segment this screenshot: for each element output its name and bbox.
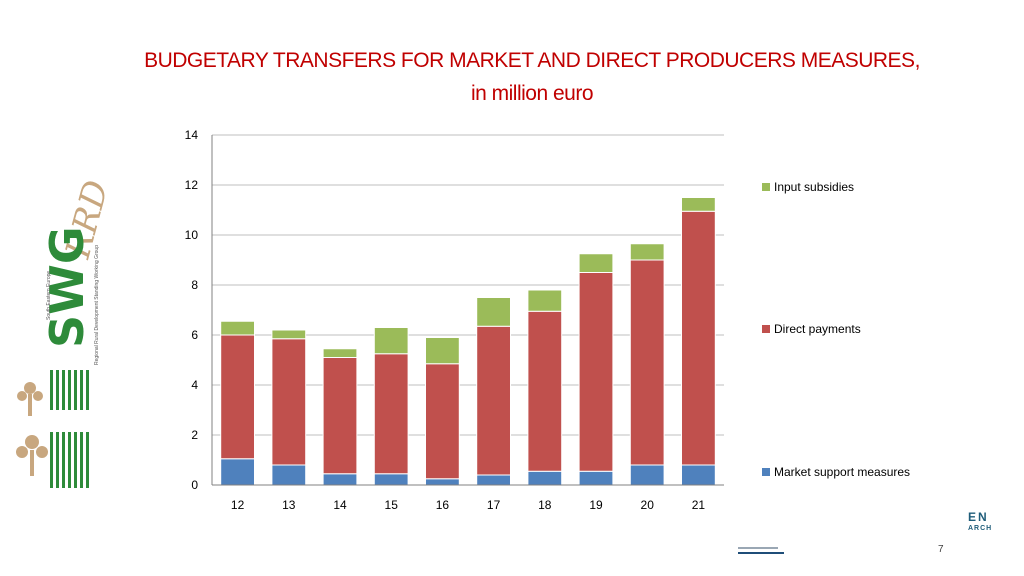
bar-segment-input-subsidies xyxy=(681,197,716,212)
bar-segment-market-support-measures xyxy=(220,458,255,486)
slide-title: BUDGETARY TRANSFERS FOR MARKET AND DIREC… xyxy=(0,44,1024,110)
corner-logo-line2: ARCH xyxy=(968,525,993,532)
x-tick-label: 18 xyxy=(538,498,552,512)
slide-title-line1: BUDGETARY TRANSFERS FOR MARKET AND DIREC… xyxy=(144,49,920,72)
bar-segment-market-support-measures xyxy=(578,470,614,486)
footer-mark xyxy=(738,546,784,554)
x-tick-label: 12 xyxy=(231,498,245,512)
y-tick-label: 4 xyxy=(191,378,198,392)
bar-segment-input-subsidies xyxy=(629,243,665,261)
bar-segment-direct-payments xyxy=(527,310,563,472)
legend-label: Market support measures xyxy=(774,465,910,479)
bar-segment-direct-payments xyxy=(476,325,511,476)
bar-segment-input-subsidies xyxy=(527,289,563,312)
chart-bars xyxy=(220,197,716,486)
swg-rrd-logo: RRD SWG South Eastern Europe Regional Ru… xyxy=(16,176,108,488)
bar-segment-input-subsidies xyxy=(220,320,255,336)
y-tick-label: 2 xyxy=(191,428,198,442)
bar-segment-market-support-measures xyxy=(476,474,511,486)
x-tick-label: 19 xyxy=(589,498,603,512)
y-tick-label: 10 xyxy=(185,228,199,242)
bar-segment-market-support-measures xyxy=(322,473,358,486)
page-number: 7 xyxy=(938,544,944,555)
bar-segment-input-subsidies xyxy=(578,253,614,273)
legend-swatch xyxy=(762,325,770,333)
x-tick-label: 14 xyxy=(333,498,347,512)
corner-logo: EN ARCH xyxy=(968,511,992,533)
logo-caption-2: Regional Rural Development Standing Work… xyxy=(94,245,100,365)
bar-segment-input-subsidies xyxy=(271,329,307,340)
y-axis-tick-labels: 0 2 4 6 8 10 12 14 xyxy=(185,128,199,492)
bar-segment-direct-payments xyxy=(271,338,307,466)
x-tick-label: 17 xyxy=(487,498,501,512)
bar-segment-market-support-measures xyxy=(271,464,307,486)
bar-segment-direct-payments xyxy=(681,210,716,466)
bar-segment-market-support-measures xyxy=(373,473,409,486)
x-tick-label: 16 xyxy=(436,498,450,512)
x-tick-label: 20 xyxy=(641,498,655,512)
legend-swatch xyxy=(762,468,770,476)
y-tick-label: 0 xyxy=(191,478,198,492)
x-tick-label: 15 xyxy=(385,498,399,512)
y-tick-label: 12 xyxy=(185,178,199,192)
x-tick-label: 13 xyxy=(282,498,296,512)
bar-segment-input-subsidies xyxy=(322,348,358,358)
bar-segment-input-subsidies xyxy=(425,337,460,365)
bar-segment-market-support-measures xyxy=(681,464,716,486)
legend-swatch xyxy=(762,183,770,191)
bar-segment-input-subsidies xyxy=(476,297,511,327)
bar-segment-direct-payments xyxy=(425,363,460,480)
bar-segment-market-support-measures xyxy=(527,470,563,486)
bar-segment-direct-payments xyxy=(578,272,614,472)
bar-segment-input-subsidies xyxy=(373,327,409,355)
chart-legend: Input subsidies Direct payments Market sup… xyxy=(762,180,910,479)
legend-label: Direct payments xyxy=(774,322,861,336)
x-tick-label: 21 xyxy=(692,498,706,512)
chart-axes xyxy=(211,135,724,486)
y-tick-label: 8 xyxy=(191,278,198,292)
y-tick-label: 6 xyxy=(191,328,198,342)
bar-segment-direct-payments xyxy=(322,357,358,475)
bar-segment-direct-payments xyxy=(373,353,409,475)
slide-title-line2: in million euro xyxy=(470,82,594,105)
corner-logo-line1: EN xyxy=(968,510,989,524)
logo-main-text: SWG xyxy=(40,226,94,348)
logo-field-illustration xyxy=(16,370,89,488)
logo-caption-1: South Eastern Europe xyxy=(46,271,52,320)
bar-segment-direct-payments xyxy=(220,334,255,460)
bar-segment-market-support-measures xyxy=(425,478,460,486)
bar-segment-direct-payments xyxy=(629,259,665,466)
x-axis-tick-labels: 12 13 14 15 16 17 18 19 20 21 xyxy=(231,498,705,512)
legend-label: Input subsidies xyxy=(774,180,854,194)
bar-segment-market-support-measures xyxy=(629,464,665,486)
y-tick-label: 14 xyxy=(185,128,199,142)
